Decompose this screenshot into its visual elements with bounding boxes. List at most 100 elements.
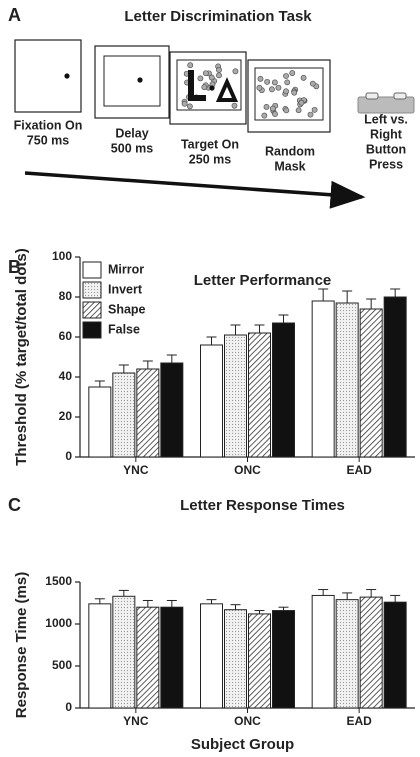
mask-dot	[269, 105, 276, 112]
button-box	[357, 96, 415, 114]
mask-dot	[181, 100, 188, 107]
error-bar	[142, 599, 153, 608]
x-tick-label: ONC	[234, 463, 261, 477]
mask-dot	[263, 104, 270, 110]
error-bar	[318, 589, 329, 596]
bar	[311, 300, 335, 458]
mask-dot	[300, 74, 307, 81]
bar	[224, 334, 247, 458]
bar	[335, 599, 359, 709]
x-axis-label: Subject Group	[191, 736, 294, 753]
legend-swatch	[82, 301, 102, 319]
mask-dot	[256, 84, 263, 91]
mask-dot	[307, 111, 314, 118]
mask-dot	[295, 107, 302, 114]
mask-dot	[269, 86, 275, 93]
legend-label: Mirror	[108, 262, 144, 276]
bar	[200, 344, 223, 458]
step-label: Fixation On	[14, 118, 83, 132]
error-bar	[318, 288, 329, 301]
time-arrow	[24, 171, 366, 209]
bar	[112, 372, 136, 458]
panel-label: B	[8, 257, 21, 277]
y-tick-label: 0	[65, 449, 72, 463]
bar	[136, 368, 160, 458]
mask-dot	[271, 79, 278, 86]
error-bar	[166, 354, 177, 363]
panel-title: Letter Discrimination Task	[124, 8, 312, 25]
y-axis-label: Threshold (% target/total dots)	[13, 248, 30, 466]
mask-dot	[311, 106, 318, 113]
x-tick-label: YNC	[123, 463, 149, 477]
y-tick-label: 1000	[45, 616, 72, 630]
letter-stimulus	[188, 70, 206, 101]
step-label: 250 ms	[189, 152, 231, 166]
mask-dot	[298, 99, 305, 106]
error-bar	[366, 589, 377, 598]
legend-swatch	[82, 261, 102, 279]
error-bar	[342, 290, 353, 303]
mask-dot	[291, 89, 298, 96]
fixation-dot	[137, 77, 143, 83]
mask-dot	[284, 79, 291, 86]
mask-dot	[309, 80, 316, 87]
task-diagram	[14, 39, 415, 209]
mask-dot	[283, 73, 289, 79]
y-tick-label: 500	[52, 658, 72, 672]
panel-label: C	[8, 495, 21, 515]
error-bar	[94, 380, 105, 387]
error-bar	[278, 606, 289, 611]
step-label: Button	[366, 142, 406, 156]
frame	[14, 39, 82, 113]
legend-label: Invert	[108, 282, 143, 296]
mask-dot	[216, 72, 222, 79]
mask-dot	[257, 75, 264, 82]
x-tick-label: EAD	[346, 714, 372, 728]
bar	[248, 613, 271, 709]
mask-dot	[216, 67, 222, 73]
legend-label: False	[108, 322, 140, 336]
step-label: 500 ms	[111, 141, 153, 155]
step-label: Mask	[274, 159, 305, 173]
mask-dot	[261, 112, 268, 119]
bar	[112, 595, 136, 709]
y-tick-label: 100	[52, 249, 72, 263]
error-bar	[254, 324, 265, 333]
chart-title: Letter Response Times	[180, 497, 345, 514]
y-tick-label: 80	[59, 289, 73, 303]
mask-dot	[187, 62, 194, 69]
mask-dot	[264, 78, 271, 85]
bar	[160, 606, 184, 709]
x-tick-label: YNC	[123, 714, 149, 728]
panel-label: A	[8, 5, 21, 25]
x-tick-label: EAD	[346, 463, 372, 477]
error-bar	[230, 324, 241, 335]
mask-dot	[272, 111, 278, 117]
step-label: Press	[369, 157, 403, 171]
dot-field	[256, 70, 320, 119]
legend-swatch	[82, 281, 102, 299]
bar	[224, 609, 247, 709]
mask-dot	[283, 107, 290, 114]
error-bar	[118, 589, 129, 597]
x-tick-label: ONC	[234, 714, 261, 728]
y-tick-label: 60	[59, 329, 73, 343]
bar	[383, 601, 407, 709]
button	[365, 92, 379, 100]
mask-dot	[289, 70, 296, 76]
error-bar	[166, 599, 177, 608]
bar	[88, 386, 112, 458]
mask-dot	[232, 68, 239, 75]
mask-dot	[231, 102, 238, 109]
mask-dot	[208, 74, 215, 81]
bar	[88, 603, 112, 709]
step-label: Random	[265, 144, 315, 158]
error-bar	[206, 336, 217, 345]
bar	[311, 594, 335, 709]
step-label: Target On	[181, 137, 239, 151]
bar	[359, 596, 383, 709]
error-bar	[366, 298, 377, 309]
y-tick-label: 0	[65, 700, 72, 714]
bar	[248, 332, 271, 458]
fixation-dot	[64, 73, 70, 79]
